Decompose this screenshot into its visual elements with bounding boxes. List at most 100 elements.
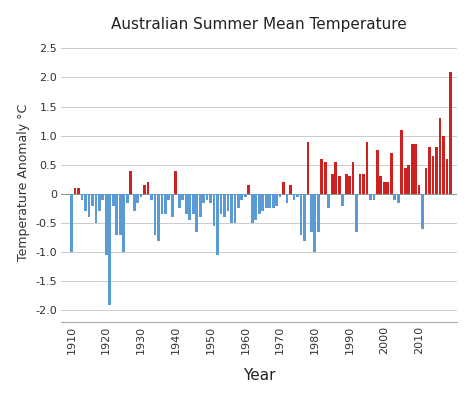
Bar xyxy=(265,194,268,208)
Bar xyxy=(407,165,410,194)
Bar xyxy=(227,194,229,212)
Bar xyxy=(109,194,111,304)
Bar xyxy=(272,194,274,208)
Bar xyxy=(237,194,240,208)
Bar xyxy=(88,194,91,217)
Bar xyxy=(167,194,170,200)
Bar xyxy=(251,194,254,223)
Bar xyxy=(91,194,94,206)
Bar xyxy=(449,72,452,194)
Bar xyxy=(140,194,143,197)
Bar xyxy=(414,144,417,194)
Bar xyxy=(380,176,382,194)
Bar xyxy=(383,182,386,194)
Bar xyxy=(129,171,132,194)
Bar xyxy=(244,194,247,197)
Bar xyxy=(421,194,424,229)
Bar xyxy=(279,194,282,197)
Bar xyxy=(432,156,434,194)
Bar xyxy=(261,194,264,212)
Bar xyxy=(136,194,139,203)
Bar xyxy=(240,194,243,200)
Bar xyxy=(369,194,372,200)
Bar xyxy=(174,171,177,194)
Bar xyxy=(345,174,347,194)
Bar xyxy=(199,194,201,217)
Bar xyxy=(373,194,375,200)
Bar xyxy=(390,153,392,194)
Bar xyxy=(331,174,334,194)
Bar xyxy=(81,194,83,200)
Bar xyxy=(216,194,219,255)
Bar xyxy=(355,194,358,232)
Bar xyxy=(334,162,337,194)
Y-axis label: Temperature Anomaly °C: Temperature Anomaly °C xyxy=(17,104,30,261)
Bar xyxy=(209,194,212,203)
Bar xyxy=(289,185,292,194)
Bar xyxy=(397,194,400,203)
Bar xyxy=(122,194,125,252)
Bar xyxy=(255,194,257,220)
Bar xyxy=(154,194,156,235)
Bar xyxy=(105,194,108,255)
Bar xyxy=(442,136,445,194)
Bar xyxy=(94,194,97,223)
Bar xyxy=(341,194,344,206)
Bar xyxy=(320,159,323,194)
Bar xyxy=(324,162,327,194)
Bar xyxy=(178,194,181,208)
Bar xyxy=(386,182,389,194)
Bar xyxy=(359,174,361,194)
Bar xyxy=(404,168,407,194)
Bar xyxy=(275,194,278,206)
Bar xyxy=(362,174,365,194)
Bar xyxy=(310,194,313,232)
Bar xyxy=(435,147,438,194)
Bar xyxy=(115,194,118,235)
Bar xyxy=(425,168,428,194)
Bar xyxy=(157,194,160,240)
Bar xyxy=(126,194,128,203)
Bar xyxy=(161,194,164,214)
Bar xyxy=(348,176,351,194)
Bar xyxy=(247,185,250,194)
Bar xyxy=(376,150,379,194)
Bar xyxy=(185,194,188,214)
Bar xyxy=(286,194,289,203)
Bar xyxy=(268,194,271,208)
Bar xyxy=(338,176,340,194)
Bar xyxy=(428,147,431,194)
Bar xyxy=(101,194,104,200)
Bar xyxy=(73,188,76,194)
Bar xyxy=(365,142,368,194)
Bar xyxy=(98,194,101,212)
Bar xyxy=(219,194,222,214)
X-axis label: Year: Year xyxy=(243,368,275,383)
Bar xyxy=(317,194,319,232)
Bar xyxy=(230,194,233,223)
Bar xyxy=(143,185,146,194)
Bar xyxy=(313,194,316,252)
Bar xyxy=(84,194,87,212)
Bar xyxy=(438,118,441,194)
Bar xyxy=(119,194,122,235)
Bar xyxy=(202,194,205,203)
Bar xyxy=(112,194,115,206)
Bar xyxy=(418,185,420,194)
Bar xyxy=(282,182,285,194)
Bar xyxy=(171,194,174,217)
Bar xyxy=(328,194,330,208)
Bar xyxy=(150,194,153,200)
Bar xyxy=(303,194,306,240)
Bar xyxy=(296,194,299,197)
Bar xyxy=(234,194,237,223)
Bar xyxy=(77,188,80,194)
Bar xyxy=(195,194,198,232)
Bar xyxy=(223,194,226,217)
Bar xyxy=(393,194,396,200)
Bar xyxy=(164,194,167,214)
Bar xyxy=(188,194,191,220)
Bar xyxy=(213,194,216,226)
Bar xyxy=(258,194,261,214)
Bar xyxy=(307,142,309,194)
